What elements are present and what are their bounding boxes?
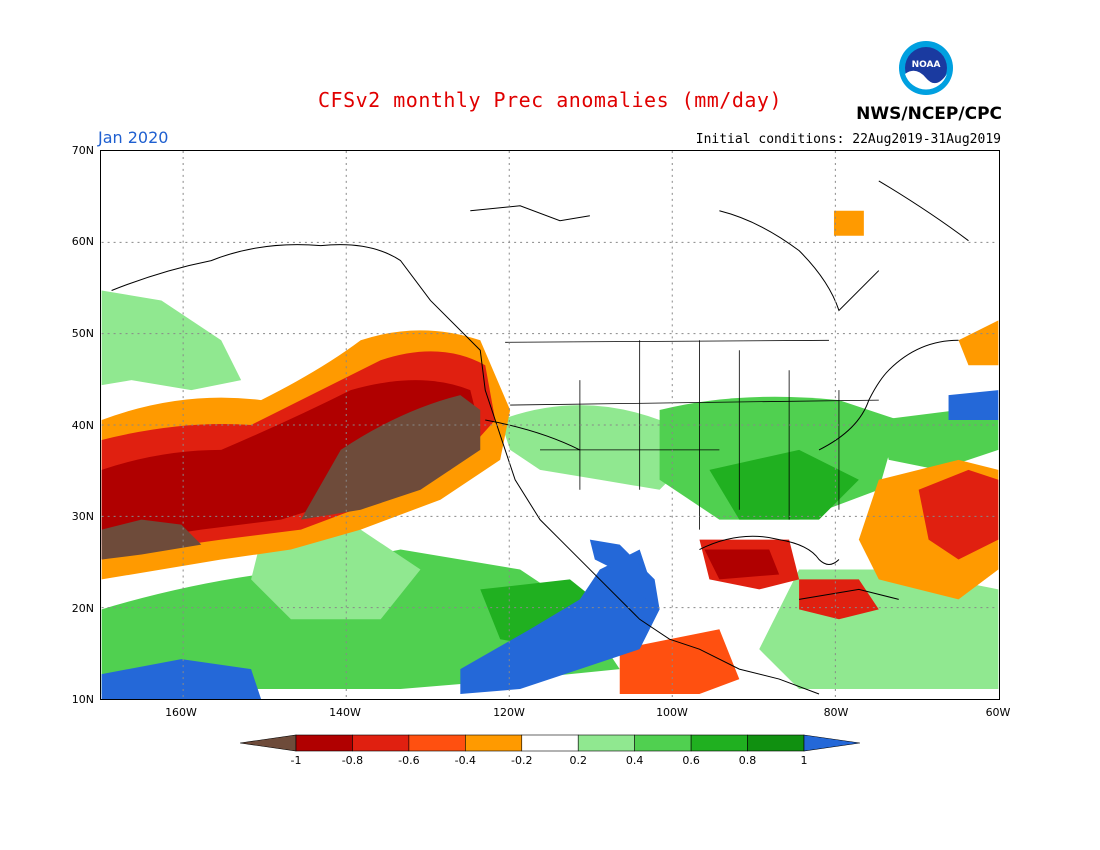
anomaly-field (101, 210, 999, 699)
lat-label: 10N (71, 693, 94, 706)
lon-label: 60W (985, 706, 1011, 719)
initial-conditions: Initial conditions: 22Aug2019-31Aug2019 (695, 132, 1001, 147)
state-boundaries (505, 339, 879, 530)
colorbar-label: -1 (290, 754, 302, 767)
lon-label: 160W (165, 706, 197, 719)
lat-label: 70N (71, 144, 94, 157)
colorbar-label: 0.6 (682, 754, 700, 767)
colorbar-label: 1 (800, 754, 808, 767)
lat-label: 20N (71, 602, 94, 615)
graticule (101, 151, 999, 699)
logo-text: NOAA (912, 60, 941, 70)
chart-title: CFSv2 monthly Prec anomalies (mm/day) (0, 88, 1100, 112)
noaa-logo: NOAA (899, 41, 953, 95)
lon-label: 100W (656, 706, 688, 719)
colorbar-swatch (690, 734, 748, 752)
lat-label: 60N (71, 235, 94, 248)
colorbar-label: 0.8 (738, 754, 757, 767)
colorbar (240, 734, 860, 752)
chart-title-text: CFSv2 monthly Prec anomalies (mm/day) (317, 88, 783, 112)
colorbar-label: -0.8 (341, 754, 364, 767)
lon-label: 120W (493, 706, 525, 719)
colorbar-swatch (240, 734, 297, 752)
colorbar-label: -0.2 (511, 754, 533, 767)
coastlines (111, 180, 969, 695)
colorbar-label: -0.4 (454, 754, 477, 767)
colorbar-swatch (521, 734, 579, 752)
colorbar-swatch (408, 734, 466, 752)
agency-label: NWS/NCEP/CPC (856, 104, 1002, 124)
colorbar-label: -0.6 (398, 754, 420, 767)
lon-label: 80W (823, 706, 849, 719)
colorbar-swatch (577, 734, 635, 752)
lat-label: 30N (71, 510, 94, 523)
anomaly-map (100, 150, 1000, 700)
lat-label: 40N (71, 419, 94, 432)
colorbar-swatch (295, 734, 353, 752)
colorbar-swatch (465, 734, 523, 752)
forecast-month: Jan 2020 (98, 128, 169, 147)
colorbar-swatch (352, 734, 410, 752)
colorbar-swatch (803, 734, 860, 752)
colorbar-swatch (747, 734, 805, 752)
colorbar-swatch (634, 734, 692, 752)
lat-label: 50N (71, 327, 94, 340)
colorbar-label: 0.4 (625, 754, 644, 767)
lon-label: 140W (329, 706, 361, 719)
colorbar-label: 0.2 (569, 754, 587, 767)
